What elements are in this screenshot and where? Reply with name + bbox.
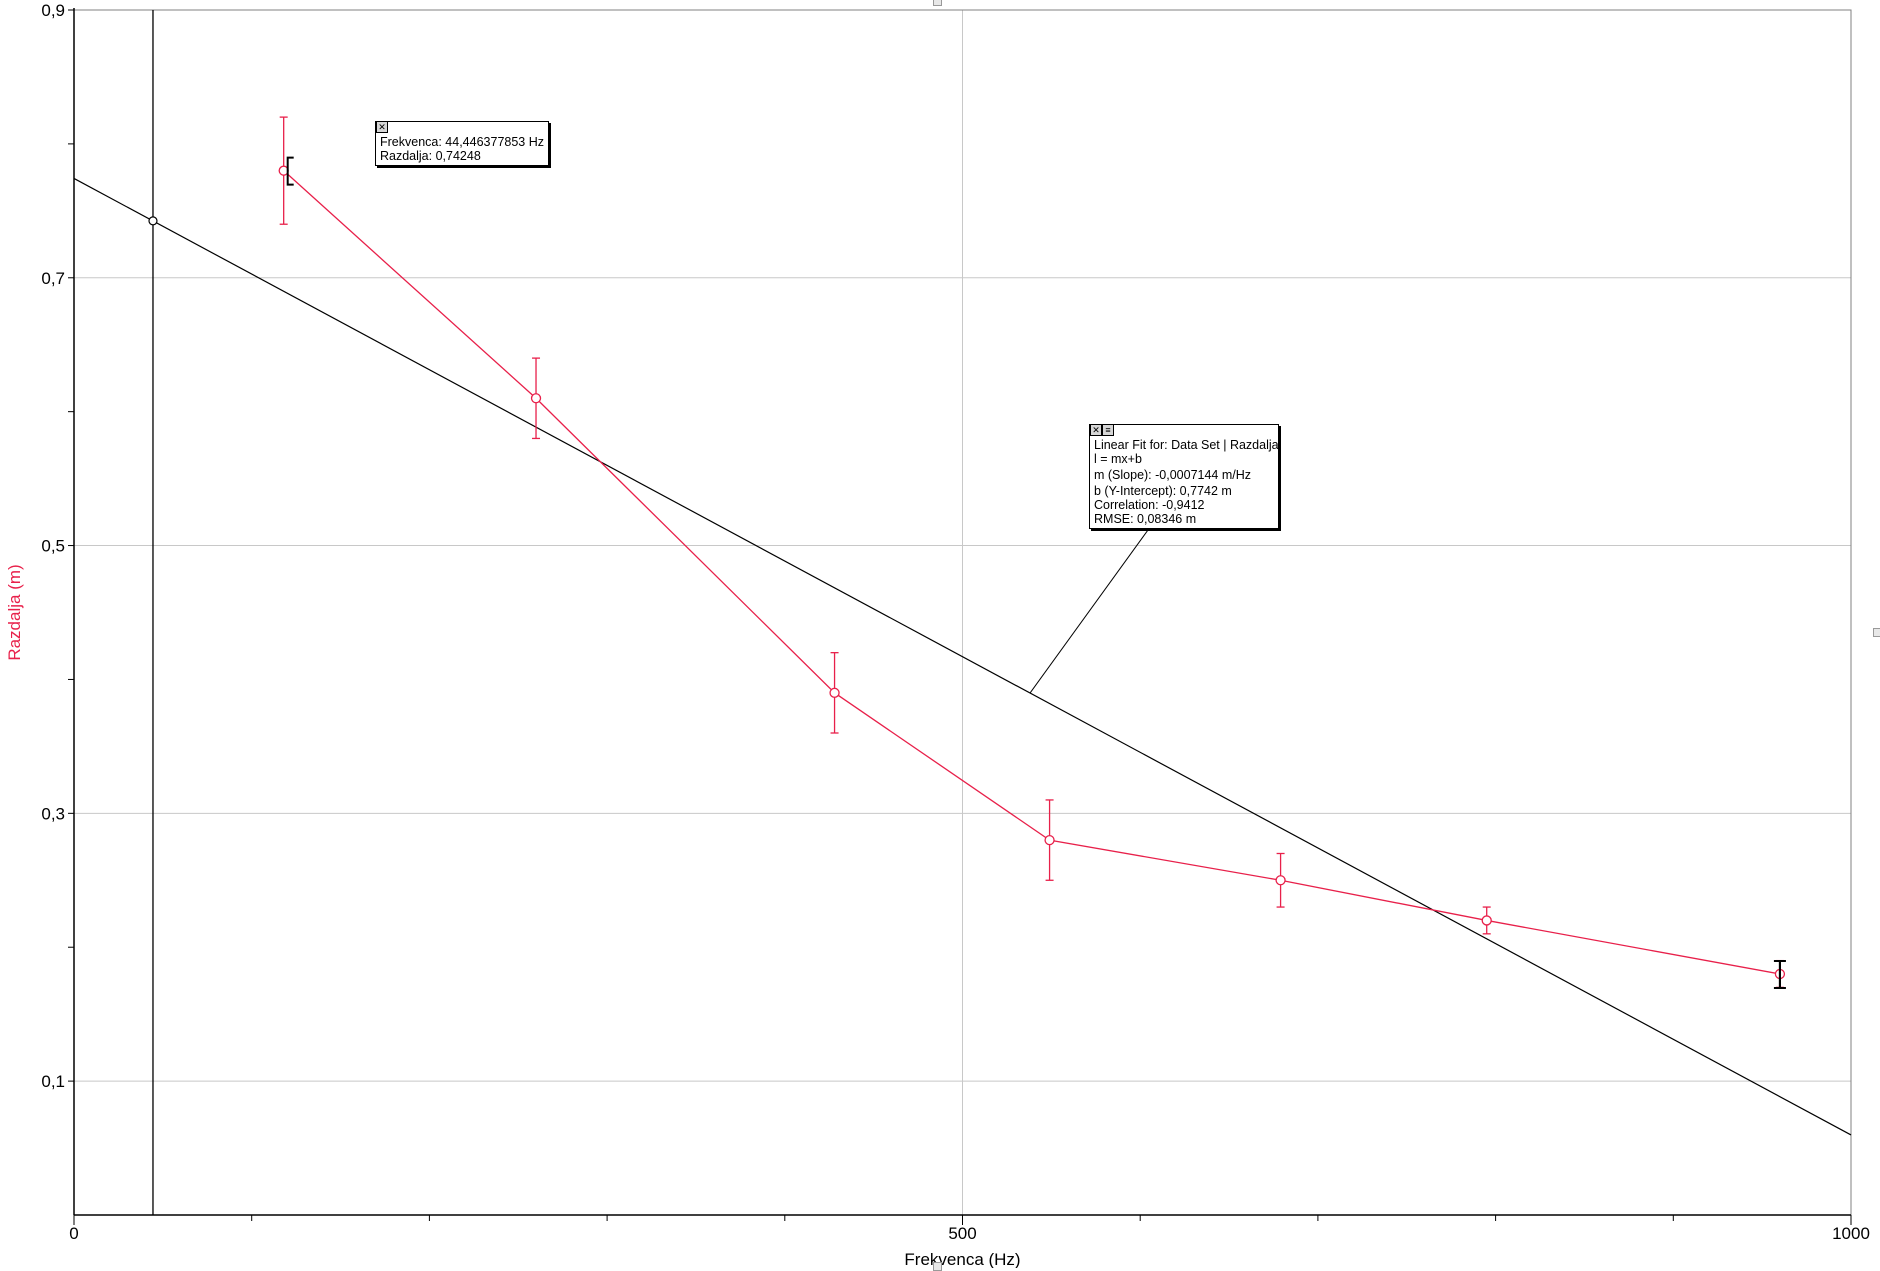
fit-rmse: RMSE: 0,08346 m bbox=[1094, 512, 1197, 526]
y-tick-label: 0,1 bbox=[41, 1072, 65, 1091]
readout-frequency: Frekvenca: 44,446377853 Hz bbox=[380, 135, 544, 149]
fit-box-leader bbox=[1029, 529, 1149, 694]
y-tick-label: 0,3 bbox=[41, 804, 65, 823]
x-tick-label: 500 bbox=[948, 1224, 976, 1243]
readout-distance: Razdalja: 0,74248 bbox=[380, 149, 481, 163]
fit-correlation: Correlation: -0,9412 bbox=[1094, 498, 1205, 512]
examine-readout-box[interactable]: ✕ Frekvenca: 44,446377853 Hz Razdalja: 0… bbox=[375, 121, 549, 166]
fit-equation: l = mx+b bbox=[1094, 452, 1142, 466]
selection-bracket bbox=[1773, 960, 1781, 989]
y-tick-label: 0,5 bbox=[41, 537, 65, 556]
data-point bbox=[1481, 915, 1492, 926]
data-point bbox=[1275, 875, 1286, 886]
fit-title: Linear Fit for: Data Set | Razdalja bbox=[1094, 438, 1279, 452]
data-point bbox=[829, 687, 840, 698]
series-line bbox=[283, 170, 1781, 975]
selection-bracket bbox=[286, 156, 294, 186]
x-tick-label: 0 bbox=[69, 1224, 78, 1243]
close-icon[interactable]: ✕ bbox=[376, 121, 388, 133]
right-resize-handle[interactable] bbox=[1873, 628, 1880, 637]
y-axis-title[interactable]: Razdalja (m) bbox=[5, 564, 24, 660]
top-resize-handle[interactable] bbox=[933, 0, 942, 6]
linear-fit-box[interactable]: ✕ ≡ Linear Fit for: Data Set | Razdalja … bbox=[1089, 424, 1279, 529]
tick-labels: 0,1 0,3 0,5 0,7 0,9 0 500 1000 bbox=[41, 1, 1870, 1243]
examine-cursor[interactable] bbox=[148, 10, 158, 1215]
fit-slope: m (Slope): -0,0007144 m/Hz bbox=[1094, 468, 1252, 482]
linear-fit bbox=[73, 177, 1852, 1136]
examine-cursor-point bbox=[148, 216, 158, 226]
data-point bbox=[530, 393, 542, 404]
axes bbox=[68, 8, 1852, 1225]
y-tick-label: 0,9 bbox=[41, 1, 65, 20]
bottom-resize-handle[interactable] bbox=[933, 1262, 942, 1271]
y-tick-label: 0,7 bbox=[41, 269, 65, 288]
x-axis-title[interactable]: Frekvenca (Hz) bbox=[904, 1250, 1020, 1268]
data-point bbox=[1044, 834, 1055, 846]
grid-lines bbox=[74, 9, 1851, 1215]
fit-intercept: b (Y-Intercept): 0,7742 m bbox=[1094, 484, 1232, 498]
fit-line bbox=[73, 177, 1852, 1136]
x-tick-label: 1000 bbox=[1832, 1224, 1870, 1243]
close-icon[interactable]: ✕ bbox=[1090, 424, 1102, 436]
options-icon[interactable]: ≡ bbox=[1102, 424, 1114, 436]
data-series bbox=[278, 116, 1786, 989]
